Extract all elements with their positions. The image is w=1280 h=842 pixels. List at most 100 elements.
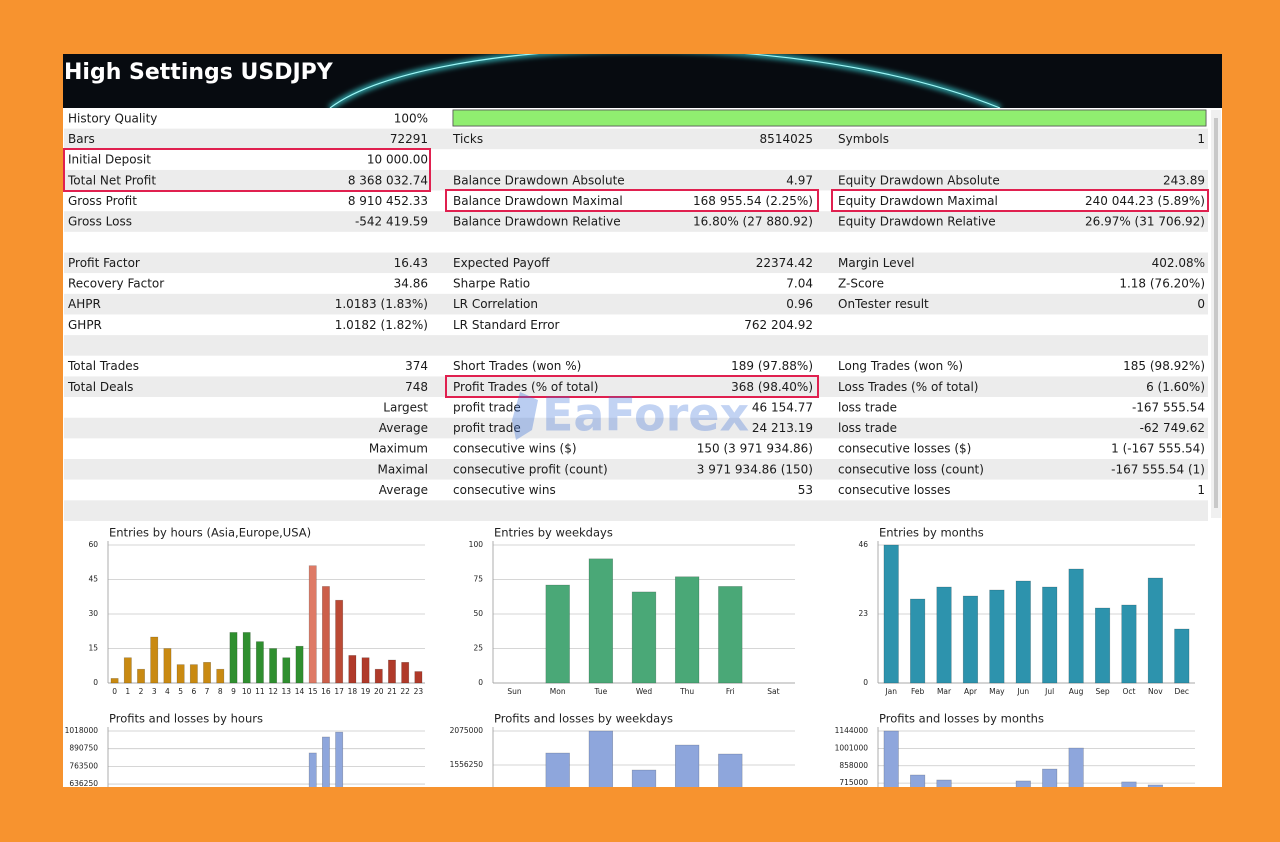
x-tick-label: 10 <box>242 687 252 696</box>
bar <box>308 565 317 684</box>
cell-label: loss trade <box>838 421 897 435</box>
x-tick-label: 15 <box>308 687 318 696</box>
bar <box>388 659 396 684</box>
bar <box>1121 781 1137 787</box>
cell-label: Total Trades <box>67 359 139 373</box>
cell-label: Equity Drawdown Maximal <box>838 194 998 208</box>
watermark: EaForex <box>542 388 749 442</box>
y-tick-label: 0 <box>478 678 483 687</box>
cell-value: 185 (98.92%) <box>1123 359 1205 373</box>
table-row <box>64 417 1208 439</box>
x-tick-label: 4 <box>165 687 170 696</box>
bar <box>718 586 743 684</box>
bar <box>990 791 1005 842</box>
cell-value: 8 368 032.74 <box>348 173 428 187</box>
x-tick-label: 2 <box>139 687 144 696</box>
cell-value: 748 <box>405 380 428 394</box>
x-tick-label: Sun <box>507 687 522 696</box>
table-row <box>64 479 1208 501</box>
table: History Quality 100% Bars 72291 Ticks 8514025… <box>63 108 1209 521</box>
cell-value: Largest <box>383 400 428 414</box>
bar <box>308 752 317 787</box>
bar <box>674 744 700 787</box>
x-tick-label: 3 <box>152 687 157 696</box>
cell-value: 150 (3 971 934.86) <box>697 442 813 456</box>
x-tick-label: Sep <box>1095 687 1109 696</box>
table-row <box>64 500 1208 521</box>
cell-value: Maximal <box>377 462 428 476</box>
bar <box>936 779 952 787</box>
bar <box>1094 607 1111 684</box>
table-row <box>64 376 1208 398</box>
bar <box>229 632 238 684</box>
y-tick-label: 23 <box>858 609 868 618</box>
cell-value: 53 <box>798 483 813 497</box>
bar <box>1042 586 1058 684</box>
x-tick-label: Aug <box>1069 687 1084 696</box>
bar <box>282 657 291 684</box>
cell-value: 368 (98.40%) <box>731 380 813 394</box>
bar <box>123 657 132 684</box>
cell-value: Maximum <box>369 442 428 456</box>
cell-value: 0 <box>1197 297 1205 311</box>
y-tick-label: 46 <box>858 540 868 549</box>
cell-label: profit trade <box>453 400 521 414</box>
header-title: High Settings USDJPY <box>64 60 334 85</box>
y-tick-label: 30 <box>88 609 98 618</box>
cell-value: 7.04 <box>786 277 813 291</box>
x-tick-label: 18 <box>348 687 358 696</box>
cell-value: 46 154.77 <box>752 400 813 414</box>
y-tick-label: 0 <box>863 678 868 687</box>
cell-label: profit trade <box>453 421 521 435</box>
bar <box>150 636 159 684</box>
cell-value: 1 <box>1197 132 1205 146</box>
x-tick-label: 8 <box>218 687 223 696</box>
bar <box>414 671 423 684</box>
chart: Profits and losses by hours 1018000 890750… <box>65 712 425 842</box>
cell-value: -62 749.62 <box>1140 421 1205 435</box>
cell-label: Equity Drawdown Relative <box>838 215 996 229</box>
cell-value: 243.89 <box>1163 173 1205 187</box>
cell-label: Long Trades (won %) <box>838 359 963 373</box>
header-bg <box>63 54 1222 108</box>
bar <box>545 752 570 787</box>
y-tick-label: 25 <box>473 644 483 653</box>
y-tick-label: 45 <box>88 575 98 584</box>
cell-label: Recovery Factor <box>68 277 164 291</box>
bar <box>230 806 237 842</box>
cell-label: Gross Profit <box>68 194 137 208</box>
x-tick-label: 22 <box>400 687 410 696</box>
x-tick-label: Jul <box>1044 687 1054 696</box>
cell-value: 10 000.00 <box>367 153 428 167</box>
cell-value: 100% <box>394 111 428 125</box>
y-tick-label: 0 <box>93 678 98 687</box>
bar <box>1068 747 1084 787</box>
cell-value: -167 555.54 <box>1132 400 1205 414</box>
bar <box>1068 568 1084 684</box>
x-tick-label: Fri <box>726 687 735 696</box>
chart-title: Entries by weekdays <box>494 526 613 540</box>
x-tick-label: 7 <box>205 687 210 696</box>
x-tick-label: Jun <box>1016 687 1029 696</box>
cell-value: 1 <box>1197 483 1205 497</box>
x-tick-label: 11 <box>255 687 265 696</box>
cell-label: Z-Score <box>838 277 884 291</box>
cell-value: -167 555.54 (1) <box>1111 462 1205 476</box>
x-tick-label: Nov <box>1148 687 1163 696</box>
bar <box>401 661 410 684</box>
x-tick-label: 21 <box>387 687 397 696</box>
bar <box>189 664 198 684</box>
cell-label: LR Standard Error <box>453 318 560 332</box>
cell-value: 4.97 <box>786 173 813 187</box>
cell-label: Loss Trades (% of total) <box>838 380 978 394</box>
bar <box>269 648 278 684</box>
cell-value: 189 (97.88%) <box>731 359 813 373</box>
watermark-icon <box>512 392 538 440</box>
bar <box>1174 628 1190 684</box>
bar <box>910 598 926 684</box>
cell-label: Profit Trades (% of total) <box>453 380 598 394</box>
x-tick-label: Mar <box>937 687 952 696</box>
table-row <box>64 252 1208 274</box>
chart-title: Entries by months <box>879 526 984 540</box>
